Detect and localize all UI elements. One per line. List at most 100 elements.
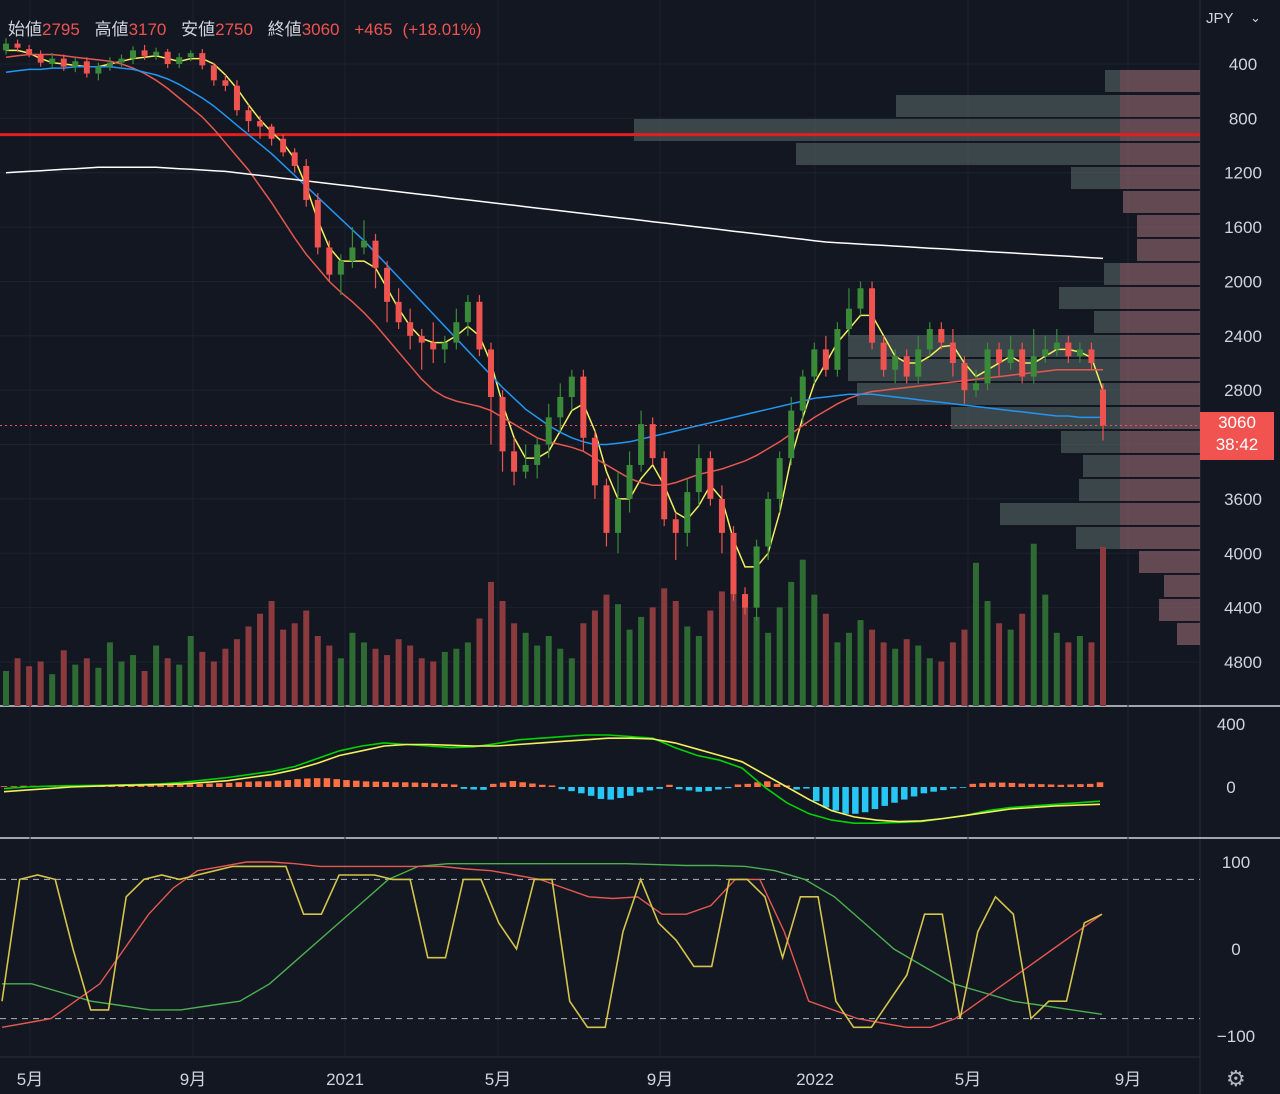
macd-histogram-bar bbox=[852, 787, 859, 814]
oscillator-tick-label: −100 bbox=[1217, 1027, 1255, 1046]
candle-body bbox=[164, 51, 171, 64]
candle-body bbox=[707, 458, 714, 499]
volume-profile-bar bbox=[1177, 623, 1200, 645]
macd-histogram-bar bbox=[842, 787, 849, 814]
candle-body bbox=[695, 458, 702, 493]
volume-bar bbox=[707, 610, 714, 706]
time-tick-label: 5月 bbox=[485, 1070, 511, 1089]
currency-selector[interactable]: JPY ⌄ bbox=[1200, 0, 1280, 40]
volume-bar bbox=[765, 632, 772, 706]
volume-profile-bar bbox=[634, 119, 1200, 141]
macd-tick-label: 400 bbox=[1217, 715, 1245, 734]
macd-histogram-bar bbox=[323, 778, 331, 787]
macd-histogram-bar bbox=[607, 787, 614, 800]
macd-histogram-bar bbox=[568, 787, 575, 792]
macd-histogram-bar bbox=[1067, 784, 1074, 787]
volume-bar bbox=[453, 648, 460, 706]
macd-histogram-bar bbox=[313, 778, 321, 787]
candle-body bbox=[961, 363, 968, 391]
volume-bar bbox=[268, 601, 275, 706]
macd-histogram-bar bbox=[20, 785, 27, 787]
volume-profile-bar bbox=[1123, 191, 1200, 213]
volume-profile-bar bbox=[1120, 70, 1200, 92]
candle-body bbox=[141, 50, 148, 56]
volume-bar bbox=[568, 658, 575, 706]
macd-histogram-bar bbox=[147, 784, 155, 787]
candle-body bbox=[176, 57, 183, 64]
macd-histogram-bar bbox=[734, 784, 742, 787]
volume-bar bbox=[788, 581, 795, 706]
candle-body bbox=[268, 126, 275, 139]
candle-body bbox=[1065, 342, 1072, 357]
candle-body bbox=[522, 464, 529, 472]
macd-histogram-bar bbox=[490, 783, 497, 787]
high-label: 高値 bbox=[94, 20, 129, 39]
volume-bar bbox=[326, 645, 333, 706]
last-price-badge: 3060 38:42 bbox=[1200, 412, 1274, 460]
candle-body bbox=[3, 43, 9, 51]
candle-body bbox=[892, 356, 899, 370]
volume-profile-bar bbox=[1094, 311, 1200, 333]
macd-histogram-bar bbox=[812, 787, 820, 802]
moving-average-line bbox=[5, 65, 1103, 446]
macd-histogram-bar bbox=[773, 783, 781, 787]
macd-histogram-bar bbox=[333, 779, 340, 787]
macd-histogram-bar bbox=[754, 782, 761, 787]
volume-bar bbox=[14, 658, 21, 706]
candle-body bbox=[26, 49, 33, 55]
macd-tick-label: 0 bbox=[1226, 778, 1235, 797]
volume-bar bbox=[580, 623, 587, 706]
macd-histogram-bar bbox=[705, 787, 712, 792]
volume-bar bbox=[187, 636, 194, 706]
macd-histogram-bar bbox=[1096, 782, 1104, 787]
volume-bar bbox=[106, 642, 113, 706]
volume-profile-bar bbox=[1120, 527, 1200, 549]
macd-histogram-bar bbox=[372, 781, 380, 787]
volume-bar bbox=[1053, 632, 1060, 706]
macd-histogram-bar bbox=[724, 787, 732, 789]
volume-bar bbox=[233, 639, 240, 706]
macd-histogram-bar bbox=[1028, 783, 1035, 787]
candle-body bbox=[672, 519, 679, 533]
macd-histogram-bar bbox=[529, 783, 536, 787]
volume-bar bbox=[661, 588, 668, 706]
candle-body bbox=[1007, 349, 1014, 363]
volume-bar bbox=[591, 610, 598, 706]
volume-bar bbox=[303, 610, 310, 706]
macd-histogram-bar bbox=[969, 783, 977, 787]
price-tick-label: 1200 bbox=[1224, 164, 1262, 183]
candle-body bbox=[765, 498, 772, 547]
macd-histogram-bar bbox=[274, 780, 282, 787]
macd-histogram-bar bbox=[206, 783, 213, 787]
candle-body bbox=[626, 464, 633, 499]
macd-histogram-bar bbox=[10, 786, 18, 787]
volume-bar bbox=[164, 658, 171, 706]
macd-histogram-bar bbox=[431, 783, 438, 787]
volume-bar bbox=[972, 562, 979, 706]
macd-histogram-bar bbox=[979, 783, 986, 787]
price-tick-label: 2800 bbox=[1224, 381, 1262, 400]
candle-body bbox=[49, 58, 56, 64]
macd-histogram-bar bbox=[587, 787, 595, 796]
macd-histogram-bar bbox=[558, 787, 566, 790]
macd-histogram-bar bbox=[137, 785, 145, 787]
macd-histogram-bar bbox=[675, 787, 683, 790]
volume-bar bbox=[961, 629, 968, 706]
volume-bar bbox=[72, 664, 79, 706]
macd-histogram-bar bbox=[1018, 783, 1025, 787]
candle-body bbox=[395, 301, 402, 323]
volume-bar bbox=[926, 658, 933, 706]
macd-histogram-bar bbox=[460, 787, 468, 789]
macd-histogram-bar bbox=[538, 784, 546, 787]
candle-body bbox=[118, 58, 125, 63]
price-tick-label: 1600 bbox=[1224, 218, 1262, 237]
candle-body bbox=[153, 51, 160, 56]
ohlc-legend: 始値2795 高値3170 安値2750 終値3060 +465 (+18.01%… bbox=[8, 15, 491, 40]
gear-icon[interactable]: ⚙ bbox=[1226, 1066, 1246, 1091]
macd-histogram-bar bbox=[382, 781, 389, 787]
volume-profile-bar bbox=[1159, 599, 1200, 621]
macd-histogram-bar bbox=[392, 782, 399, 787]
volume-bar bbox=[695, 636, 702, 706]
candle-body bbox=[938, 329, 945, 343]
